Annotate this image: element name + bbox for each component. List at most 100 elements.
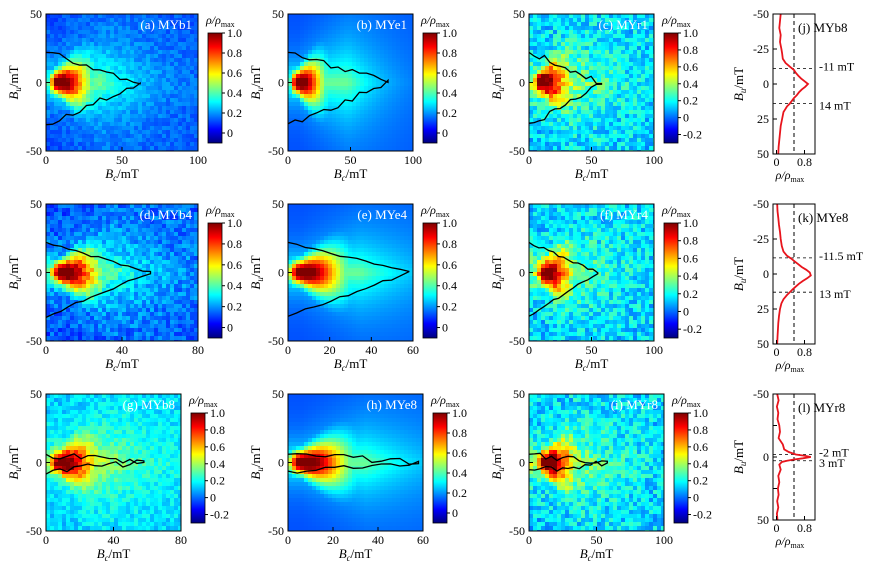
panel-label: (g) MYb8 [123,397,175,412]
heatmap-cell [118,414,123,419]
heatmap-cell [66,414,71,419]
heatmap-cell [170,454,175,459]
heatmap-cell [62,410,67,415]
heatmap-cell [178,142,183,147]
heatmap-cell [170,422,175,427]
heatmap-cell [114,30,119,35]
heatmap-cell [288,34,293,39]
heatmap-cell [356,142,361,147]
heatmap-cell [58,316,63,321]
heatmap-cell [320,86,325,91]
heatmap-cell [174,304,179,309]
heatmap-cell [154,284,159,289]
heatmap-cell [82,458,87,463]
heatmap-cell [328,98,333,103]
heatmap-cell [106,26,111,31]
heatmap-cell [344,82,349,87]
heatmap-cell [50,422,55,427]
heatmap-cell [94,474,99,479]
heatmap-cell [396,26,401,31]
heatmap-cell [150,208,155,213]
heatmap-cell [166,110,171,115]
heatmap-cell [62,82,67,87]
heatmap-cell [130,394,135,399]
heatmap-cell [190,106,195,111]
heatmap-cell [114,284,119,289]
heatmap-cell [186,332,191,337]
heatmap-cell [320,50,325,55]
heatmap-cell [308,70,313,75]
heatmap-cell [86,316,91,321]
heatmap-cell [158,264,163,269]
heatmap-cell [288,90,293,95]
heatmap-cell [62,14,67,19]
heatmap-cell [86,14,91,19]
heatmap-cell [158,336,163,341]
heatmap-cell [162,46,167,51]
heatmap-cell [324,62,329,67]
heatmap-cell [154,244,159,249]
heatmap-cell [166,506,171,511]
heatmap-cell [158,110,163,115]
heatmap-cell [90,138,95,143]
heatmap-cell [150,328,155,333]
heatmap-cell [50,118,55,123]
heatmap-cell [98,498,103,503]
heatmap-cell [308,38,313,43]
heatmap-cell [296,138,301,143]
heatmap-cell [66,216,71,221]
heatmap-cell [158,248,163,253]
heatmap-cell [122,114,127,119]
heatmap-cell [62,264,67,269]
heatmap-cell [58,146,63,151]
heatmap-cell [304,62,309,67]
heatmap-cell [166,252,171,257]
heatmap-cell [360,142,365,147]
heatmap-cell [70,130,75,135]
heatmap-cell [328,138,333,143]
heatmap-cell [312,98,317,103]
heatmap-cell [170,252,175,257]
heatmap-cell [126,304,131,309]
heatmap-cell [408,66,413,71]
heatmap-cell [170,402,175,407]
heatmap-cell [46,98,51,103]
heatmap-cell [344,134,349,139]
heatmap-cell [158,316,163,321]
heatmap-cell [154,248,159,253]
heatmap-cell [46,66,51,71]
heatmap-cell [134,236,139,241]
heatmap-cell [316,50,321,55]
heatmap-cell [360,110,365,115]
heatmap-cell [90,438,95,443]
heatmap-cell [384,114,389,119]
heatmap-cell [146,30,151,35]
heatmap-cell [158,240,163,245]
heatmap-cell [146,130,151,135]
heatmap-cell [312,38,317,43]
heatmap-cell [58,98,63,103]
heatmap-cell [134,518,139,523]
heatmap-cell [50,296,55,301]
heatmap-cell [110,478,115,483]
heatmap-cell [158,280,163,285]
heatmap-cell [388,134,393,139]
heatmap-cell [106,54,111,59]
heatmap-cell [86,426,91,431]
heatmap-cell [46,526,51,531]
heatmap-cell [46,478,51,483]
heatmap-cell [146,304,151,309]
heatmap-cell [58,114,63,119]
heatmap-cell [348,86,353,91]
heatmap-cell [90,106,95,111]
heatmap-cell [50,94,55,99]
heatmap-cell [194,94,199,99]
heatmap-cell [46,418,51,423]
heatmap-cell [106,102,111,107]
heatmap-cell [110,244,115,249]
heatmap-cell [178,236,183,241]
heatmap-cell [126,220,131,225]
heatmap-cell [296,94,301,99]
